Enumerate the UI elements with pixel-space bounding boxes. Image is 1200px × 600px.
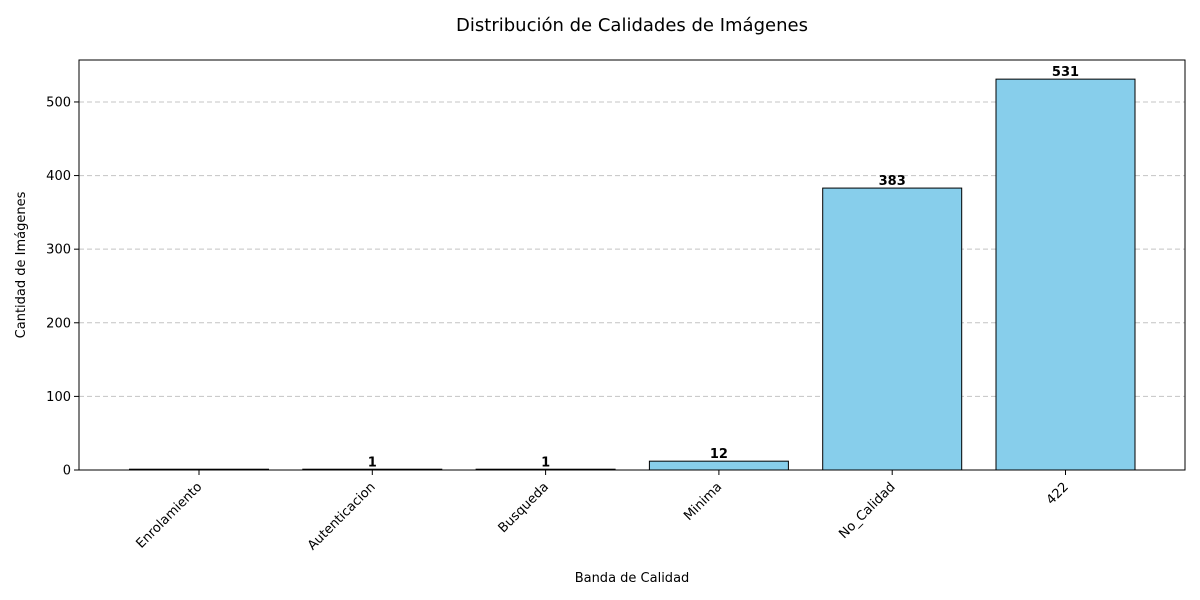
- data-labels: 1 1 12 383 531: [368, 65, 1079, 470]
- chart-title: Distribución de Calidades de Imágenes: [456, 15, 808, 36]
- data-label: 531: [1052, 65, 1079, 80]
- bar-minima: [648, 460, 789, 471]
- data-label: 383: [879, 174, 906, 189]
- data-label: 1: [368, 455, 377, 470]
- y-tick-label: 400: [46, 169, 71, 184]
- plot-frame: [78, 59, 1186, 471]
- y-tick-label: 200: [46, 316, 71, 331]
- data-label: 12: [710, 447, 728, 462]
- y-tick-label: 300: [46, 243, 71, 258]
- x-axis-label: Banda de Calidad: [575, 571, 690, 586]
- y-tick-label: 500: [46, 95, 71, 110]
- y-axis-label: Cantidad de Imágenes: [14, 191, 29, 338]
- y-tick-label: 100: [46, 390, 71, 405]
- bars: [129, 78, 1136, 471]
- data-label: 1: [541, 455, 550, 470]
- bar-422: [995, 78, 1136, 471]
- y-tick-label: 0: [63, 464, 71, 479]
- y-axis-ticks: 0 100 200 300 400 500: [46, 95, 79, 479]
- bar-no-calidad: [822, 187, 963, 471]
